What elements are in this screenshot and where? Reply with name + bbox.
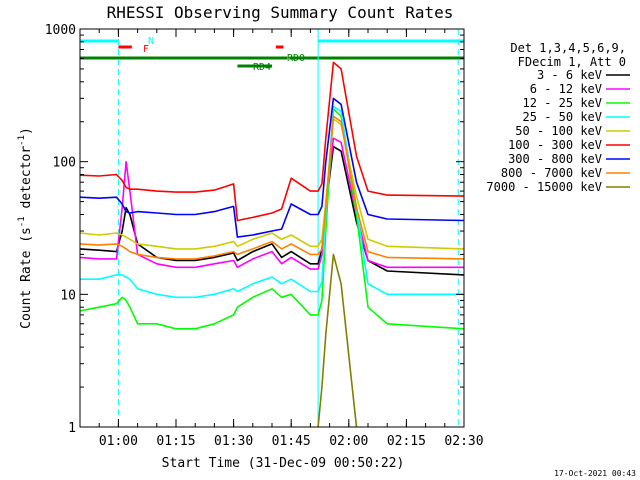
legend-entry-label: 3 - 6 keV	[537, 68, 602, 82]
flag-label: RD4	[253, 62, 271, 73]
legend-entry-label: 100 - 300 keV	[508, 138, 602, 152]
legend-entry-label: 25 - 50 keV	[523, 110, 602, 124]
x-tick-label: 01:30	[214, 434, 253, 449]
series-line	[79, 145, 465, 276]
series-line	[317, 253, 358, 428]
series-lines	[79, 61, 465, 428]
legend-header-2: FDecim 1, Att 0	[518, 55, 626, 69]
plot-frame	[79, 28, 465, 428]
x-tick-label: 01:45	[272, 434, 311, 449]
y-axis-ticks: 1 10 100 1000	[45, 23, 464, 436]
y-axis-label: Count Rate (s-1 detector-1)	[17, 127, 34, 329]
legend-entry-label: 7000 - 15000 keV	[486, 180, 602, 194]
interval-lines	[117, 29, 459, 427]
legend: Det 1,3,4,5,6,9, FDecim 1, Att 0 3 - 6 k…	[486, 41, 630, 194]
y-label-end: )	[19, 127, 34, 135]
series-line	[79, 115, 465, 260]
y-label-sup-2: -1	[17, 135, 27, 146]
y-tick-label: 1000	[45, 23, 76, 38]
y-tick-label: 10	[60, 288, 76, 303]
legend-entry-label: 800 - 7000 keV	[501, 166, 602, 180]
series-line	[79, 118, 465, 250]
y-tick-label: 100	[53, 156, 76, 171]
series-line	[80, 105, 464, 299]
legend-entry-label: 12 - 25 keV	[523, 96, 602, 110]
legend-entry-label: 6 - 12 keV	[530, 82, 602, 96]
x-tick-label: 02:00	[329, 434, 368, 449]
x-tick-label: 02:15	[387, 434, 426, 449]
timestamp: 17-Oct-2021 00:43	[554, 469, 636, 478]
x-tick-label: 01:15	[156, 434, 195, 449]
flag-label: F	[143, 44, 149, 55]
series-line	[79, 97, 465, 238]
legend-header-1: Det 1,3,4,5,6,9,	[510, 41, 626, 55]
series-line	[79, 137, 464, 270]
chart-title: RHESSI Observing Summary Count Rates	[107, 3, 454, 22]
flag-bars: NF RD0 RD4	[80, 36, 464, 73]
legend-entry-label: 300 - 800 keV	[508, 152, 602, 166]
x-tick-label: 02:30	[444, 434, 483, 449]
series-line	[79, 108, 465, 330]
legend-entry-label: 50 - 100 keV	[515, 124, 602, 138]
y-tick-label: 1	[68, 421, 76, 436]
y-label-main: Count Rate (s	[19, 227, 34, 329]
y-label-mid: detector	[19, 146, 34, 217]
series-line	[79, 61, 465, 222]
flag-label: N	[148, 36, 154, 47]
y-label-sup-1: -1	[17, 216, 27, 227]
x-tick-label: 01:00	[99, 434, 138, 449]
flag-label: RD0	[287, 53, 305, 64]
x-axis-label: Start Time (31-Dec-09 00:50:22)	[162, 456, 405, 471]
